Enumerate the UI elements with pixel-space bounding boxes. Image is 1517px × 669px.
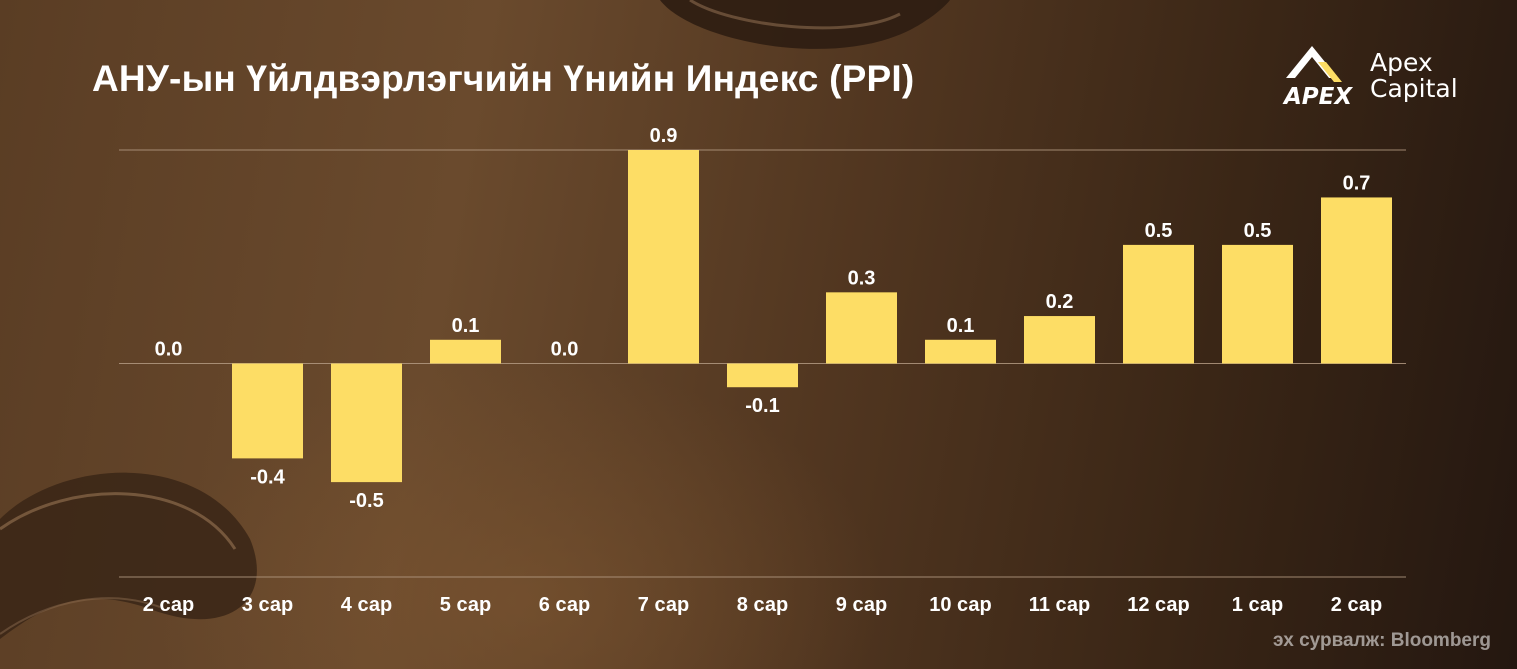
bar: [1123, 244, 1194, 364]
logo-name-line2: Capital: [1370, 74, 1458, 103]
bars: [232, 150, 1392, 483]
x-axis-labels: 2 сар 3 сар 4 сар 5 сар 6 сар 7 сар 8 сар 9 сар…: [143, 594, 1382, 616]
data-label: 0.1: [947, 315, 975, 337]
data-label: -0.1: [745, 395, 779, 417]
x-tick-label: 1 сар: [1232, 594, 1283, 616]
bar: [1024, 316, 1095, 364]
data-label: 0.3: [848, 267, 876, 289]
x-tick-label: 3 сар: [242, 594, 293, 616]
x-tick-label: 9 сар: [836, 594, 887, 616]
data-label: 0.9: [650, 125, 678, 147]
x-tick-label: 2 сар: [143, 594, 194, 616]
data-label: -0.5: [349, 490, 383, 512]
data-label: 0.5: [1145, 220, 1173, 242]
data-label: 0.0: [155, 339, 183, 361]
x-tick-label: 6 сар: [539, 594, 590, 616]
source-note: эх сурвалж: Bloomberg: [1273, 630, 1491, 651]
bar: [727, 363, 798, 388]
chart-title: АНУ-ын Үйлдвэрлэгчийн Үнийн Индекс (PPI): [92, 58, 915, 99]
x-tick-label: 10 сар: [929, 594, 992, 616]
apex-logo-icon: APEX: [1282, 46, 1353, 108]
x-tick-label: 4 сар: [341, 594, 392, 616]
bar: [826, 292, 897, 364]
data-label: -0.4: [250, 466, 285, 488]
x-tick-label: 2 сар: [1331, 594, 1382, 616]
data-label: 0.2: [1046, 291, 1074, 313]
x-tick-label: 5 сар: [440, 594, 491, 616]
data-label: 0.1: [452, 315, 480, 337]
bar: [925, 339, 996, 364]
x-tick-label: 11 сар: [1029, 594, 1090, 616]
value-labels: 0.0 -0.4 -0.5 0.1 0.0 0.9 -0.1 0.3 0.1 0.2 0.5 0.5 0…: [155, 125, 1371, 512]
logo-mark-text: APEX: [1282, 84, 1353, 108]
x-tick-label: 12 сар: [1127, 594, 1190, 616]
data-label: 0.7: [1343, 172, 1371, 194]
data-label: 0.0: [551, 339, 579, 361]
bar: [1321, 197, 1392, 364]
bar: [1222, 244, 1293, 364]
apex-capital-logo: APEX Apex Capital: [1282, 44, 1482, 108]
bar: [628, 150, 699, 364]
bar: [232, 363, 303, 459]
logo-name-line1: Apex: [1370, 48, 1433, 77]
data-label: 0.5: [1244, 220, 1272, 242]
bar: [430, 339, 501, 364]
x-tick-label: 8 сар: [737, 594, 788, 616]
x-tick-label: 7 сар: [638, 594, 689, 616]
logo-wordmark: Apex Capital: [1370, 50, 1458, 102]
bar: [331, 363, 402, 483]
